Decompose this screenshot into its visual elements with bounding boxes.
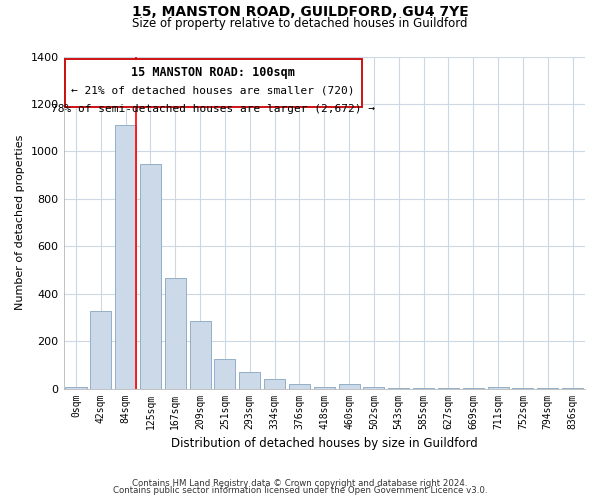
Bar <box>239 372 260 388</box>
Bar <box>214 359 235 388</box>
Y-axis label: Number of detached properties: Number of detached properties <box>15 135 25 310</box>
Bar <box>338 384 359 388</box>
Bar <box>165 278 186 388</box>
Text: 78% of semi-detached houses are larger (2,672) →: 78% of semi-detached houses are larger (… <box>51 104 375 114</box>
Bar <box>314 386 335 388</box>
Bar <box>289 384 310 388</box>
Bar <box>65 386 86 388</box>
Bar <box>190 321 211 388</box>
Bar <box>90 312 112 388</box>
Bar <box>264 378 285 388</box>
Bar <box>140 164 161 388</box>
Text: 15, MANSTON ROAD, GUILDFORD, GU4 7YE: 15, MANSTON ROAD, GUILDFORD, GU4 7YE <box>131 5 469 19</box>
Text: ← 21% of detached houses are smaller (720): ← 21% of detached houses are smaller (72… <box>71 86 355 96</box>
Text: Contains public sector information licensed under the Open Government Licence v3: Contains public sector information licen… <box>113 486 487 495</box>
Text: Contains HM Land Registry data © Crown copyright and database right 2024.: Contains HM Land Registry data © Crown c… <box>132 478 468 488</box>
X-axis label: Distribution of detached houses by size in Guildford: Distribution of detached houses by size … <box>171 437 478 450</box>
Bar <box>115 126 136 388</box>
Text: Size of property relative to detached houses in Guildford: Size of property relative to detached ho… <box>132 18 468 30</box>
Text: 15 MANSTON ROAD: 100sqm: 15 MANSTON ROAD: 100sqm <box>131 66 295 80</box>
